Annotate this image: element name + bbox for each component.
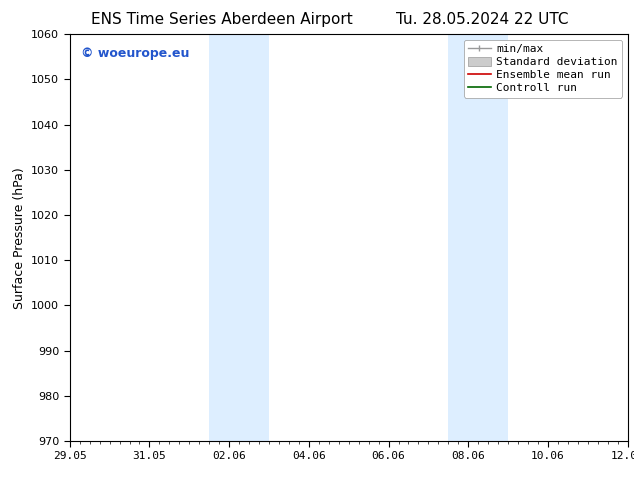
Text: © woeurope.eu: © woeurope.eu	[81, 47, 190, 59]
Y-axis label: Surface Pressure (hPa): Surface Pressure (hPa)	[13, 167, 25, 309]
Text: ENS Time Series Aberdeen Airport: ENS Time Series Aberdeen Airport	[91, 12, 353, 27]
Bar	[448, 34, 508, 441]
Text: Tu. 28.05.2024 22 UTC: Tu. 28.05.2024 22 UTC	[396, 12, 568, 27]
Bar	[209, 34, 269, 441]
Legend: min/max, Standard deviation, Ensemble mean run, Controll run: min/max, Standard deviation, Ensemble me…	[464, 40, 622, 98]
